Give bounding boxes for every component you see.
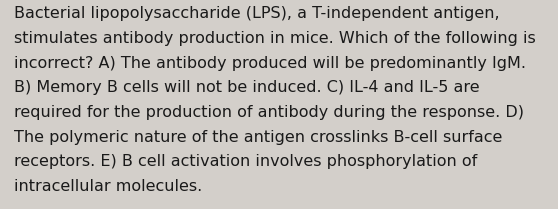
Text: intracellular molecules.: intracellular molecules. bbox=[14, 179, 202, 194]
Text: required for the production of antibody during the response. D): required for the production of antibody … bbox=[14, 105, 524, 120]
Text: B) Memory B cells will not be induced. C) IL-4 and IL-5 are: B) Memory B cells will not be induced. C… bbox=[14, 80, 479, 95]
Text: receptors. E) B cell activation involves phosphorylation of: receptors. E) B cell activation involves… bbox=[14, 154, 477, 169]
Text: The polymeric nature of the antigen crosslinks B-cell surface: The polymeric nature of the antigen cros… bbox=[14, 130, 502, 145]
Text: Bacterial lipopolysaccharide (LPS), a T-independent antigen,: Bacterial lipopolysaccharide (LPS), a T-… bbox=[14, 6, 499, 21]
Text: incorrect? A) The antibody produced will be predominantly IgM.: incorrect? A) The antibody produced will… bbox=[14, 56, 526, 71]
Text: stimulates antibody production in mice. Which of the following is: stimulates antibody production in mice. … bbox=[14, 31, 536, 46]
